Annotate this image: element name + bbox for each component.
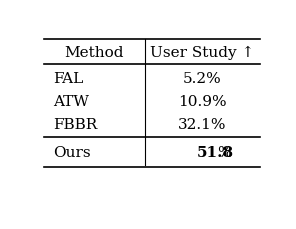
Text: 5.2%: 5.2% xyxy=(183,71,221,85)
Text: FBBR: FBBR xyxy=(53,117,97,131)
Text: 10.9%: 10.9% xyxy=(178,94,226,108)
Text: 32.1%: 32.1% xyxy=(178,117,226,131)
Text: ATW: ATW xyxy=(53,94,89,108)
Text: FAL: FAL xyxy=(53,71,83,85)
Text: Ours: Ours xyxy=(53,145,91,159)
Text: User Study ↑: User Study ↑ xyxy=(150,45,254,59)
Text: Method: Method xyxy=(65,45,124,59)
Text: 51.8: 51.8 xyxy=(197,145,234,159)
Text: %: % xyxy=(217,145,232,159)
